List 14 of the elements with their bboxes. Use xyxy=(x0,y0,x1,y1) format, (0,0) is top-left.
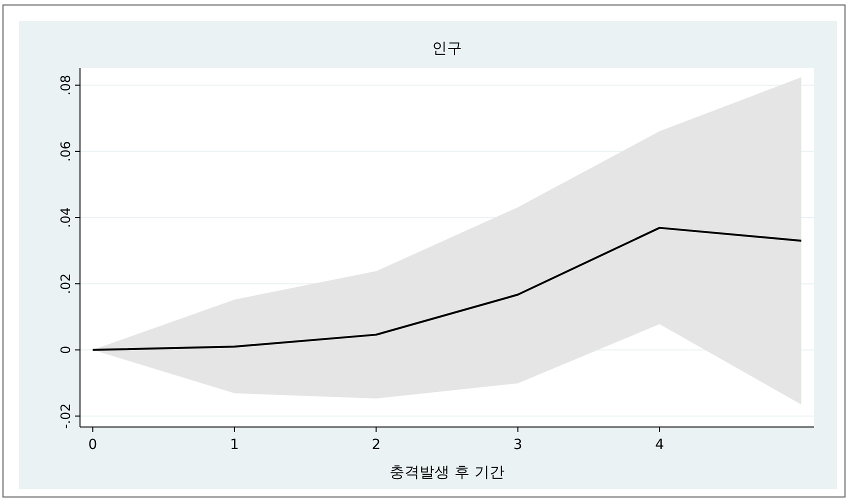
x-tick-label: 4 xyxy=(655,437,664,453)
y-tick-label: .02 xyxy=(59,273,74,294)
x-axis-title: 충격발생 후 기간 xyxy=(390,463,504,481)
chart-title: 인구 xyxy=(432,39,462,57)
y-tick-label: .08 xyxy=(59,74,74,96)
y-tick-label: 0 xyxy=(59,346,74,354)
x-tick-label: 3 xyxy=(513,437,522,453)
x-tick-label: 0 xyxy=(88,437,98,453)
y-tick-label: .06 xyxy=(59,141,74,162)
line-series xyxy=(92,226,802,351)
y-tick-label: .04 xyxy=(59,207,74,228)
y-tick-label: -.02 xyxy=(59,403,74,429)
x-tick-label: 2 xyxy=(372,437,381,453)
x-tick-label: 1 xyxy=(230,437,239,453)
